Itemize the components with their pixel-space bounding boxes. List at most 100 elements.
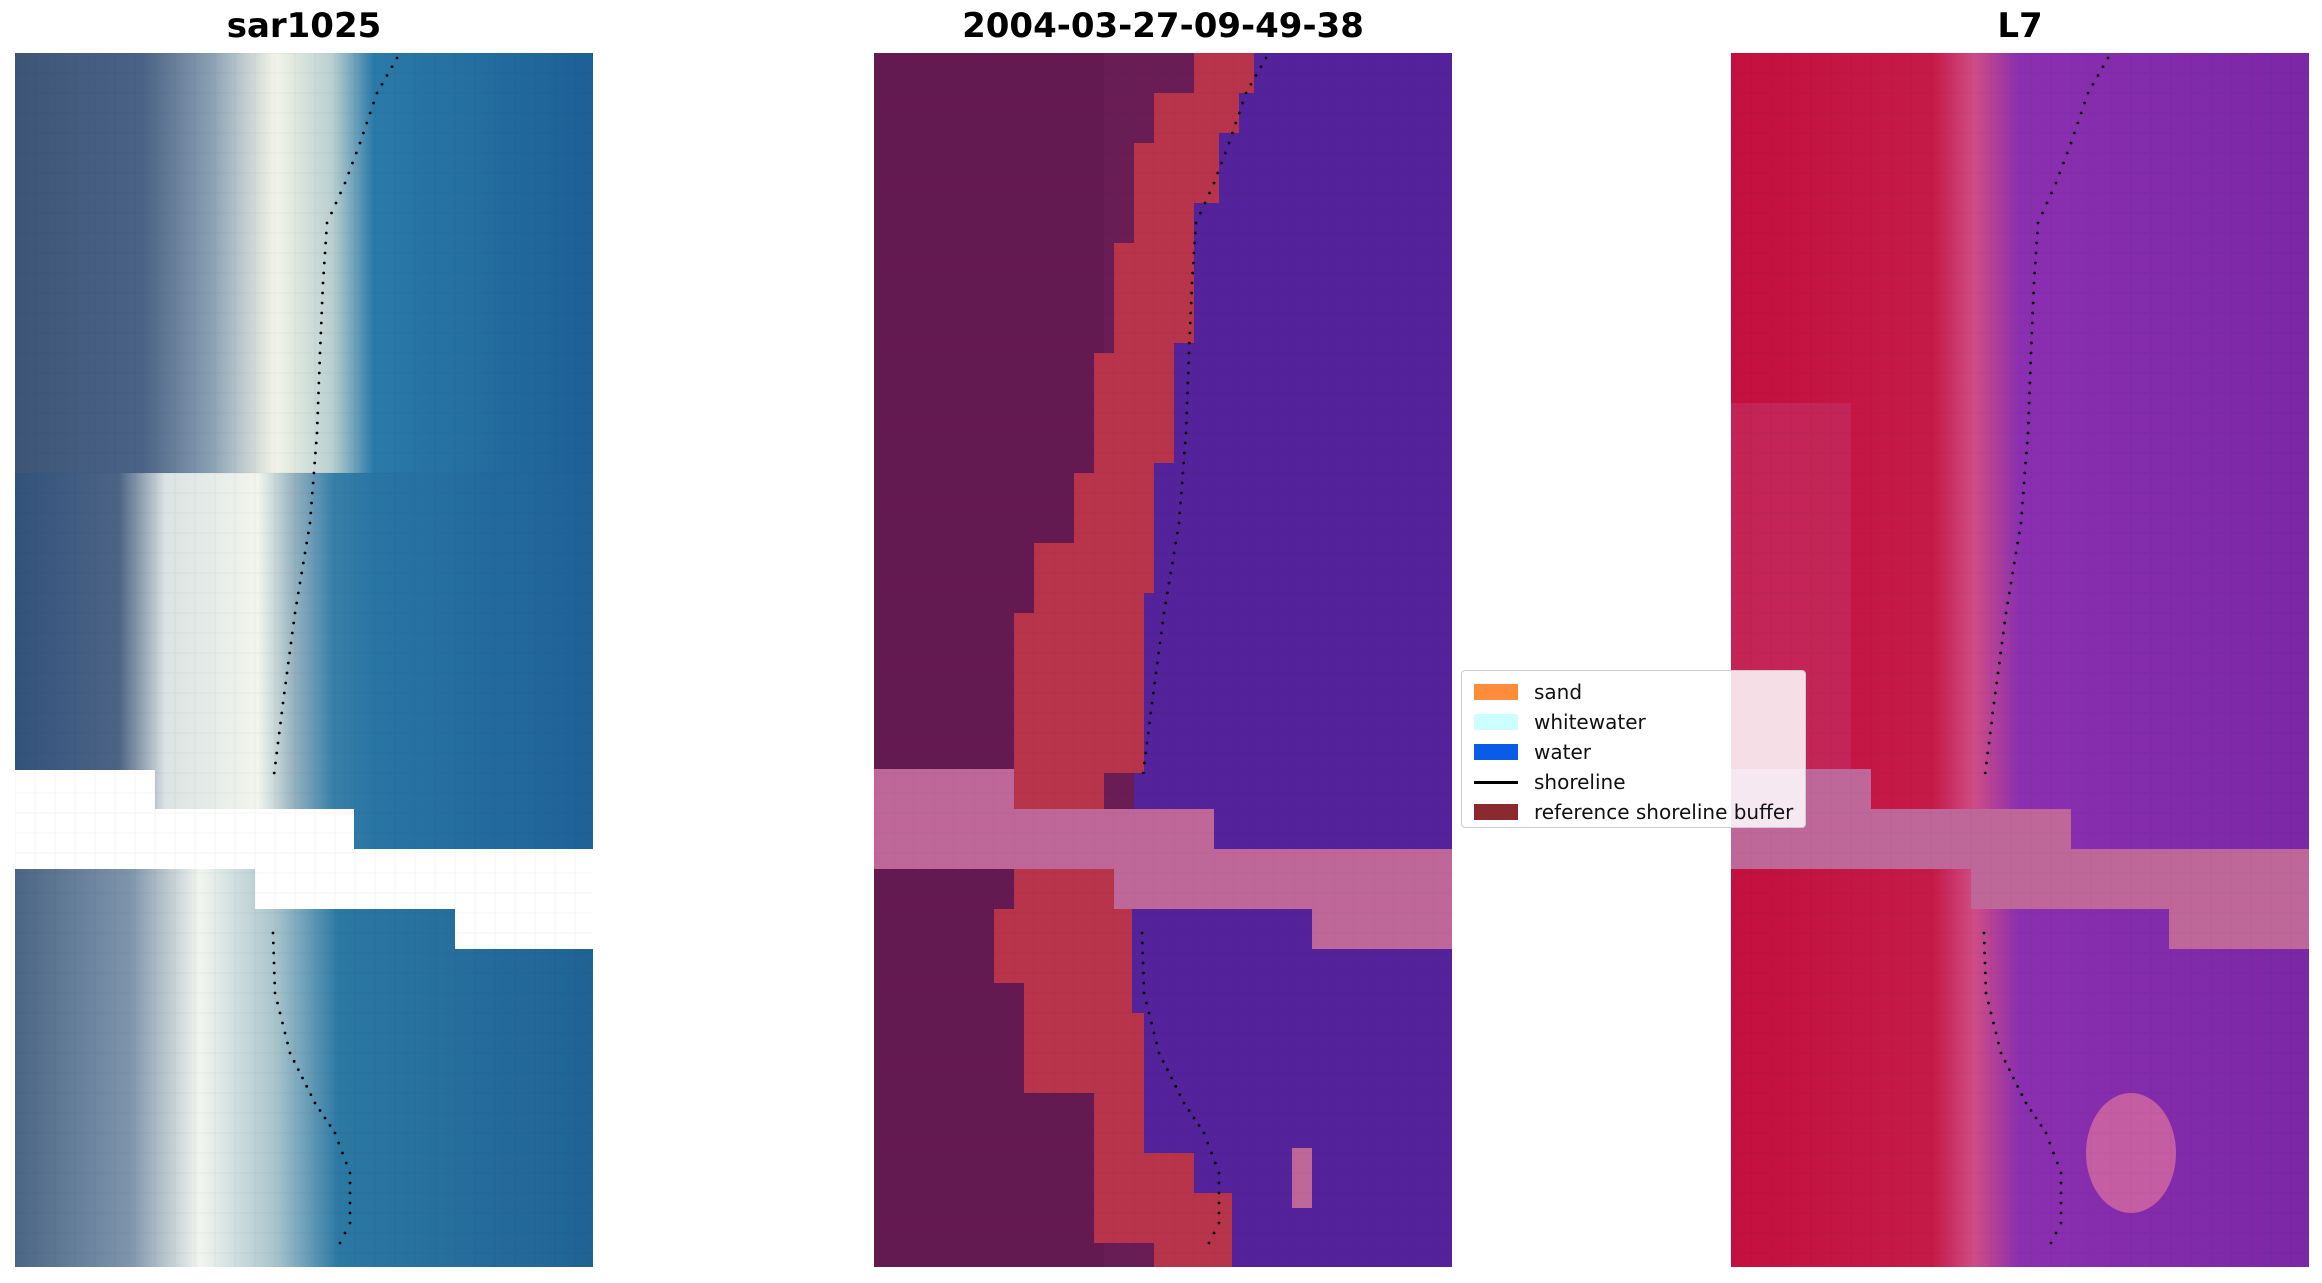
l7-panel bbox=[1731, 53, 2309, 1267]
shoreline-dot bbox=[1186, 381, 1190, 385]
shoreline-dot bbox=[2031, 301, 2035, 305]
shoreline-dot bbox=[351, 161, 354, 165]
shoreline-dot bbox=[1254, 74, 1258, 77]
shoreline-dot bbox=[1157, 651, 1161, 655]
shoreline-dot bbox=[1186, 391, 1189, 395]
shoreline-dot bbox=[2009, 581, 2013, 585]
shoreline-dot bbox=[2065, 151, 2069, 155]
shoreline-dot bbox=[2024, 461, 2028, 465]
shoreline-dot bbox=[385, 74, 389, 77]
legend-label: reference shoreline buffer bbox=[1534, 800, 1794, 824]
shoreline-dot bbox=[319, 331, 323, 335]
shoreline-dot bbox=[1147, 1011, 1151, 1015]
shoreline-dot bbox=[1983, 951, 1987, 955]
shoreline-dot bbox=[301, 1076, 304, 1080]
shoreline-dot bbox=[317, 391, 320, 395]
shoreline-dot bbox=[289, 641, 293, 645]
shoreline-dot bbox=[2041, 211, 2044, 215]
shoreline-dot bbox=[1982, 931, 1986, 935]
shoreline-dot bbox=[323, 1116, 327, 1120]
shoreline-dot bbox=[348, 1201, 352, 1205]
shoreline-dot bbox=[315, 431, 319, 435]
shoreline-dot bbox=[272, 961, 276, 965]
right-panel-title: L7 bbox=[1997, 6, 2043, 46]
shoreline-dot bbox=[328, 1124, 332, 1127]
shoreline-dot bbox=[1995, 681, 1999, 685]
shoreline-dot bbox=[316, 411, 320, 415]
shoreline-dot bbox=[313, 461, 317, 465]
shoreline-dot bbox=[322, 271, 326, 275]
shoreline-dot bbox=[2014, 551, 2018, 555]
shoreline-dot bbox=[2016, 541, 2020, 545]
shoreline-dot bbox=[1992, 1021, 1995, 1025]
shoreline-dot bbox=[1185, 401, 1189, 405]
shoreline-dot bbox=[1992, 701, 1996, 705]
shoreline-dot bbox=[272, 771, 276, 775]
shoreline-dot bbox=[323, 251, 327, 255]
shoreline-dot bbox=[2050, 191, 2053, 195]
shoreline-dot bbox=[1207, 1241, 1211, 1245]
shoreline-dot bbox=[2035, 231, 2039, 235]
shoreline-dot bbox=[2059, 1181, 2063, 1185]
shoreline-dot bbox=[2069, 141, 2073, 145]
shoreline-dot bbox=[281, 1021, 284, 1025]
shoreline-dot bbox=[298, 581, 302, 585]
legend-swatch-sand bbox=[1474, 684, 1518, 700]
shoreline-dot bbox=[1141, 951, 1145, 955]
shoreline-dot bbox=[1217, 1221, 1221, 1225]
shoreline-dot bbox=[1197, 1124, 1201, 1127]
shoreline-dot bbox=[2032, 281, 2036, 285]
shoreline-dot bbox=[344, 1161, 348, 1165]
legend-swatch-water bbox=[1474, 744, 1518, 760]
shoreline-dot bbox=[2029, 361, 2033, 365]
shoreline-dot bbox=[1264, 56, 1268, 60]
shoreline-dot bbox=[1153, 681, 1157, 685]
shoreline-dot bbox=[348, 1191, 352, 1195]
shoreline-dot bbox=[1202, 1131, 1206, 1135]
rgb-image bbox=[15, 53, 593, 1267]
shoreline-dot bbox=[2030, 321, 2034, 325]
shoreline-dot bbox=[1164, 601, 1168, 605]
shoreline-dot bbox=[1150, 1021, 1153, 1025]
shoreline-dot bbox=[1213, 1161, 1217, 1165]
shoreline-dot bbox=[2091, 82, 2095, 86]
shoreline-dot bbox=[1188, 341, 1191, 345]
shoreline-dot bbox=[1259, 65, 1263, 69]
shoreline-dot bbox=[1190, 281, 1194, 285]
shoreline-dot bbox=[2028, 381, 2032, 385]
shoreline-dot bbox=[279, 721, 282, 725]
shoreline-dot bbox=[1194, 221, 1198, 225]
legend-label: whitewater bbox=[1534, 710, 1646, 734]
shoreline-dot bbox=[292, 621, 296, 625]
shoreline-dot bbox=[1192, 251, 1196, 255]
shoreline-dot bbox=[1148, 721, 1151, 725]
shoreline-dot bbox=[325, 221, 329, 225]
shoreline-dot bbox=[1170, 1076, 1173, 1080]
shoreline-dot bbox=[2052, 1151, 2055, 1155]
shoreline-dot bbox=[2021, 501, 2024, 505]
shoreline-dot bbox=[2030, 331, 2034, 335]
classification-image bbox=[874, 53, 1452, 1267]
shoreline-dot bbox=[314, 441, 318, 445]
shoreline-dot bbox=[1184, 431, 1188, 435]
shoreline-dot bbox=[1161, 1059, 1165, 1063]
legend-label: water bbox=[1534, 740, 1591, 764]
shoreline-dot bbox=[2003, 621, 2007, 625]
shoreline-dot bbox=[343, 181, 347, 185]
legend-item-water: water bbox=[1468, 737, 1799, 767]
shoreline-dot bbox=[2054, 1231, 2058, 1235]
shoreline-dot bbox=[1227, 141, 1231, 145]
shoreline-dot bbox=[1182, 461, 1186, 465]
shoreline-dot bbox=[2007, 591, 2011, 595]
shoreline-dot bbox=[315, 421, 319, 425]
shoreline-dot bbox=[314, 451, 317, 455]
shoreline-dot bbox=[1165, 591, 1169, 595]
shoreline-dot bbox=[310, 501, 313, 505]
shoreline-dot bbox=[1208, 191, 1211, 195]
legend-line-shoreline bbox=[1474, 780, 1518, 784]
shoreline-dot bbox=[1149, 711, 1153, 715]
shoreline-dot bbox=[305, 541, 309, 545]
shoreline-dot bbox=[2027, 401, 2031, 405]
shoreline-dot bbox=[319, 341, 322, 345]
shoreline-dot bbox=[330, 211, 333, 215]
